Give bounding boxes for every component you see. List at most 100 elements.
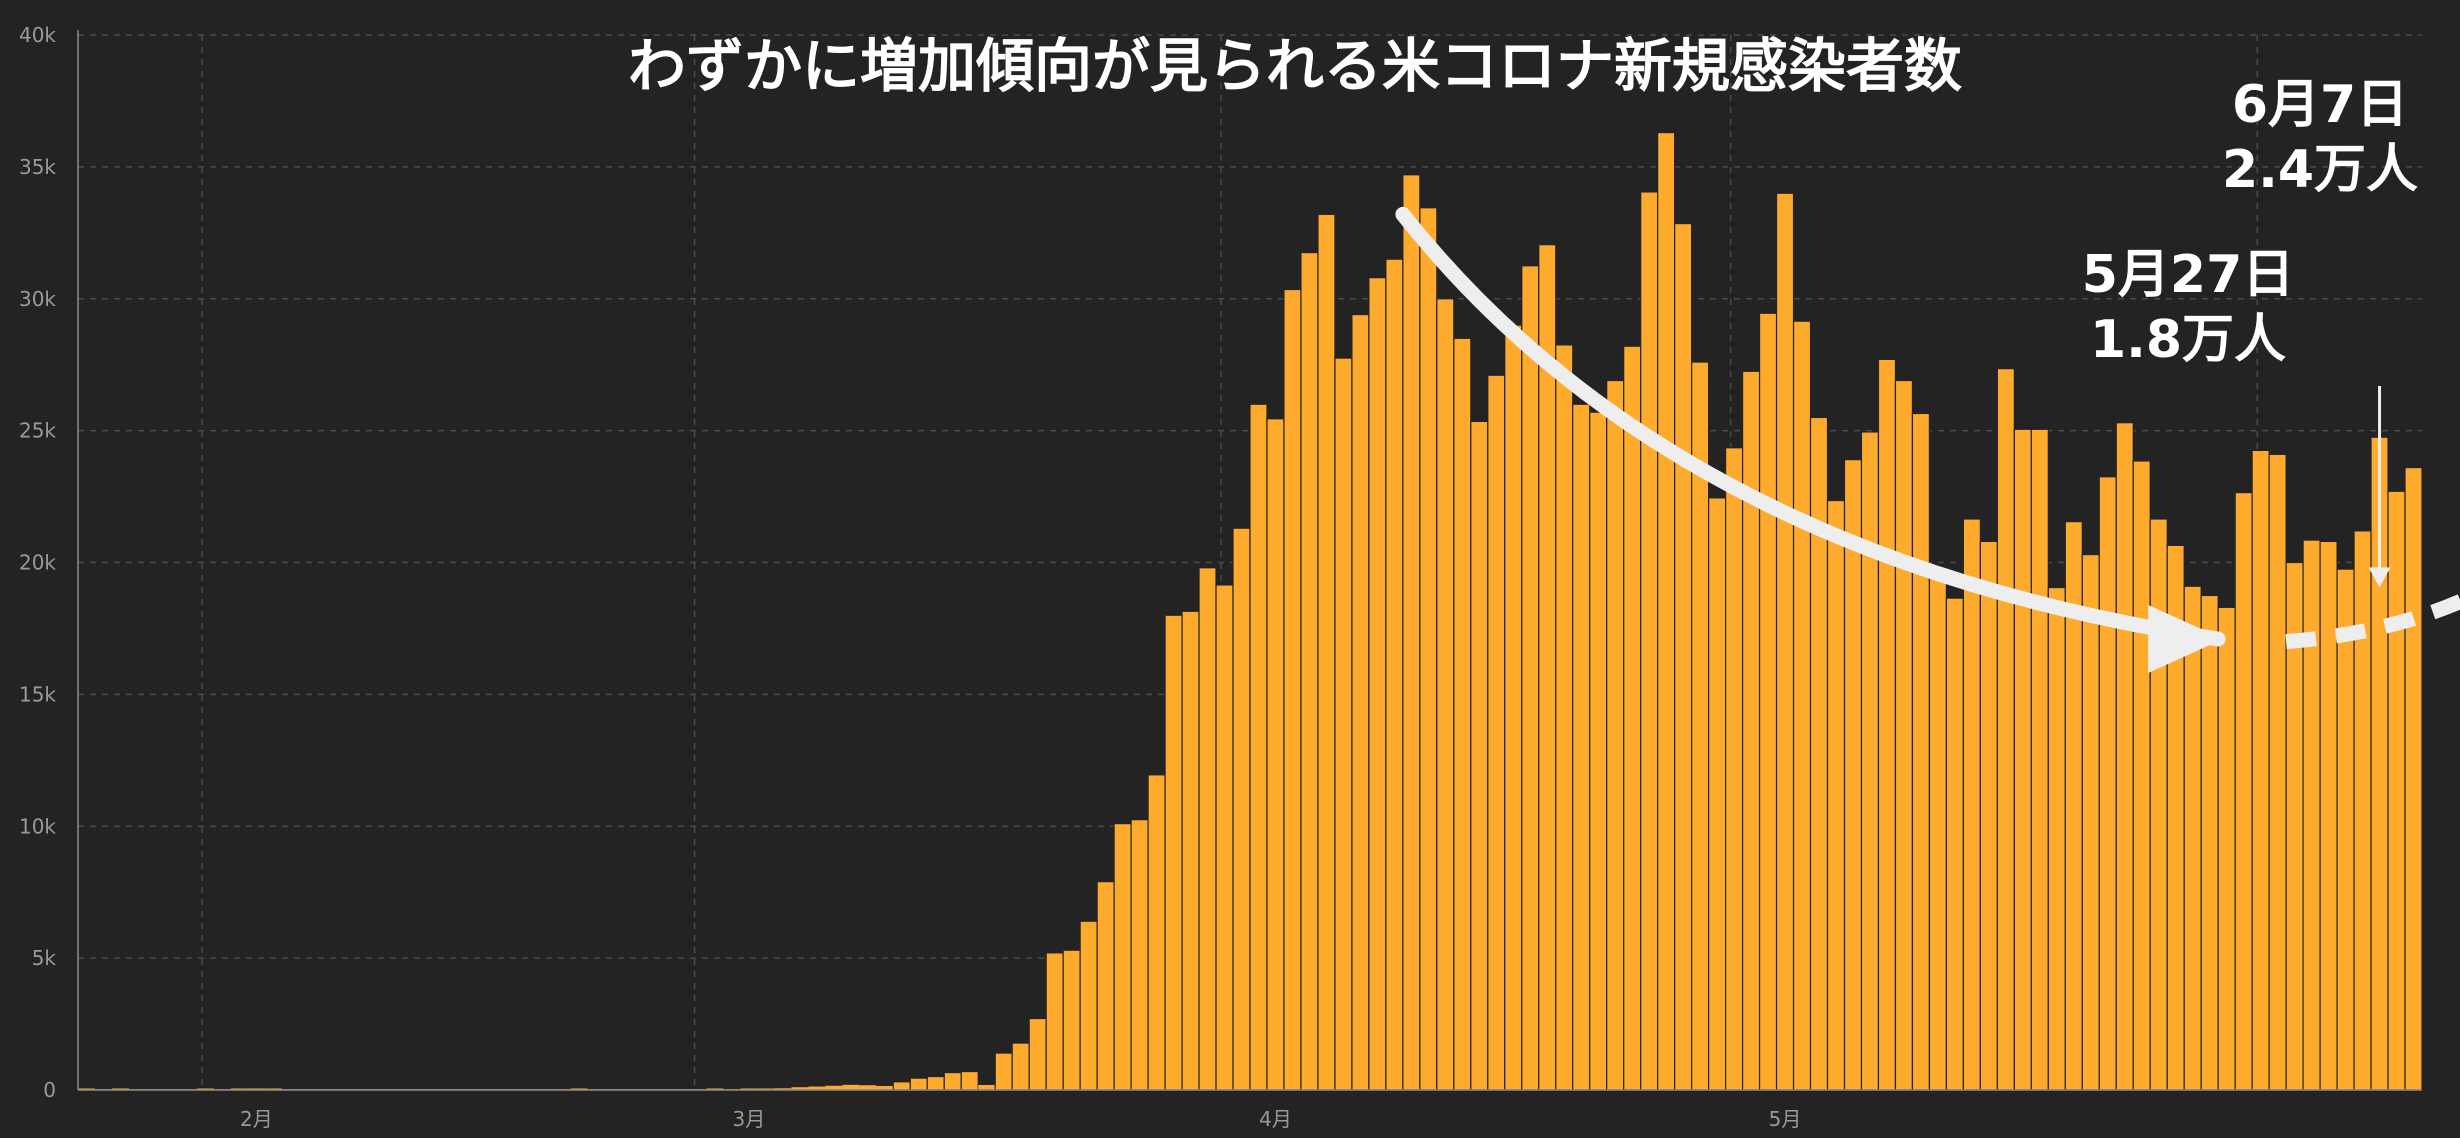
bar-106 [1877, 358, 1897, 1091]
bar-58 [1062, 949, 1081, 1091]
bar-56 [1028, 1017, 1047, 1091]
bar-121 [2132, 460, 2151, 1091]
bar-107 [1894, 379, 1914, 1091]
bar-44 [825, 1085, 843, 1090]
bar-75 [1351, 313, 1370, 1091]
bar-70 [1266, 418, 1285, 1091]
x-tick-label-1: 3月 [733, 1107, 766, 1131]
y-tick-label-8: 40k [19, 23, 56, 47]
annotation-count-0: 1.8万人 [2090, 310, 2286, 370]
bar-92 [1640, 191, 1659, 1091]
bar-50 [926, 1075, 945, 1091]
bar-63 [1147, 774, 1166, 1091]
bar-131 [2302, 539, 2321, 1091]
bar-62 [1130, 819, 1149, 1091]
y-tick-label-0: 0 [43, 1078, 56, 1102]
bar-132 [2319, 540, 2338, 1091]
bar-52 [960, 1070, 979, 1091]
bar-87 [1555, 344, 1574, 1091]
x-tick-label-2: 4月 [1259, 1107, 1292, 1131]
bar-80 [1436, 298, 1455, 1091]
bar-88 [1572, 403, 1591, 1091]
y-tick-label-4: 20k [19, 551, 56, 575]
bar-89 [1589, 411, 1608, 1091]
axes [77, 30, 2422, 1091]
bar-55 [1011, 1042, 1030, 1091]
bar-118 [2081, 553, 2100, 1091]
bar-109 [1928, 567, 1948, 1091]
bar-60 [1096, 881, 1115, 1091]
bar-94 [1674, 222, 1693, 1091]
bar-97 [1724, 447, 1744, 1091]
downward-trend-arrowhead [2148, 604, 2224, 673]
trend-arrows [1395, 206, 2460, 673]
bar-93 [1657, 131, 1676, 1091]
bar-77 [1385, 258, 1404, 1091]
bar-104 [1843, 459, 1863, 1091]
bar-85 [1521, 265, 1540, 1091]
y-tick-label-5: 25k [19, 419, 56, 443]
bar-78 [1402, 174, 1421, 1091]
bar-53 [978, 1084, 996, 1090]
bar-48 [892, 1081, 911, 1091]
x-tick-labels: 2月 3月 4月 5月 [240, 1107, 1801, 1131]
upward-trend-arrow [2285, 593, 2460, 650]
bar-81 [1453, 337, 1472, 1091]
annotation-count-1: 2.4万人 [2222, 140, 2418, 200]
y-tick-label-7: 35k [19, 155, 56, 179]
bar-73 [1317, 213, 1336, 1091]
chart-title: わずかに増加傾向が見られる米コロナ新規感染者数 [628, 32, 1962, 100]
bar-61 [1113, 823, 1132, 1091]
bar-96 [1708, 497, 1727, 1091]
bar-114 [2013, 428, 2032, 1091]
annotation-pointer-head-0 [2368, 567, 2391, 588]
bar-68 [1232, 527, 1251, 1091]
bar-127 [2234, 492, 2253, 1091]
bar-116 [2047, 586, 2066, 1091]
bar-51 [943, 1071, 962, 1091]
x-tick-label-3: 5月 [1769, 1107, 1802, 1131]
bar-82 [1470, 420, 1489, 1091]
bar-49 [909, 1077, 928, 1091]
bar-120 [2115, 422, 2134, 1091]
bar-65 [1181, 610, 1200, 1091]
bar-54 [994, 1052, 1013, 1091]
bar-119 [2098, 476, 2117, 1091]
bar-105 [1860, 431, 1880, 1091]
bar-98 [1741, 370, 1761, 1091]
bar-100 [1775, 192, 1795, 1091]
annotation-date-1: 6月7日 [2232, 75, 2408, 135]
x-tick-label-0: 2月 [240, 1107, 273, 1131]
bar-137 [2404, 466, 2423, 1091]
y-tick-label-3: 15k [19, 682, 56, 706]
bar-111 [1962, 518, 1981, 1091]
bar-59 [1079, 920, 1098, 1091]
bar-71 [1283, 288, 1302, 1091]
bar-84 [1504, 324, 1523, 1091]
y-tick-label-2: 10k [19, 814, 56, 838]
bar-136 [2387, 490, 2406, 1091]
bar-115 [2030, 428, 2049, 1091]
bar-129 [2268, 453, 2287, 1091]
bar-79 [1419, 207, 1438, 1091]
bar-91 [1623, 345, 1642, 1091]
bar-125 [2200, 594, 2219, 1091]
bar-112 [1979, 540, 1998, 1091]
bar-45 [842, 1084, 860, 1090]
bar-47 [876, 1086, 894, 1090]
bar-66 [1198, 567, 1217, 1091]
bar-133 [2336, 568, 2355, 1091]
bar-108 [1911, 412, 1931, 1091]
bar-103 [1826, 499, 1846, 1091]
bar-67 [1215, 584, 1234, 1091]
annotation-date-0: 5月27日 [2082, 245, 2295, 305]
y-tick-labels: 0 5k 10k 15k 20k 25k 30k 35k 40k [19, 23, 56, 1102]
bar-126 [2217, 606, 2236, 1091]
bar-128 [2251, 449, 2270, 1091]
bar-101 [1792, 320, 1812, 1091]
bar-42 [791, 1087, 809, 1090]
bar-113 [1996, 368, 2015, 1091]
bar-57 [1045, 952, 1064, 1091]
